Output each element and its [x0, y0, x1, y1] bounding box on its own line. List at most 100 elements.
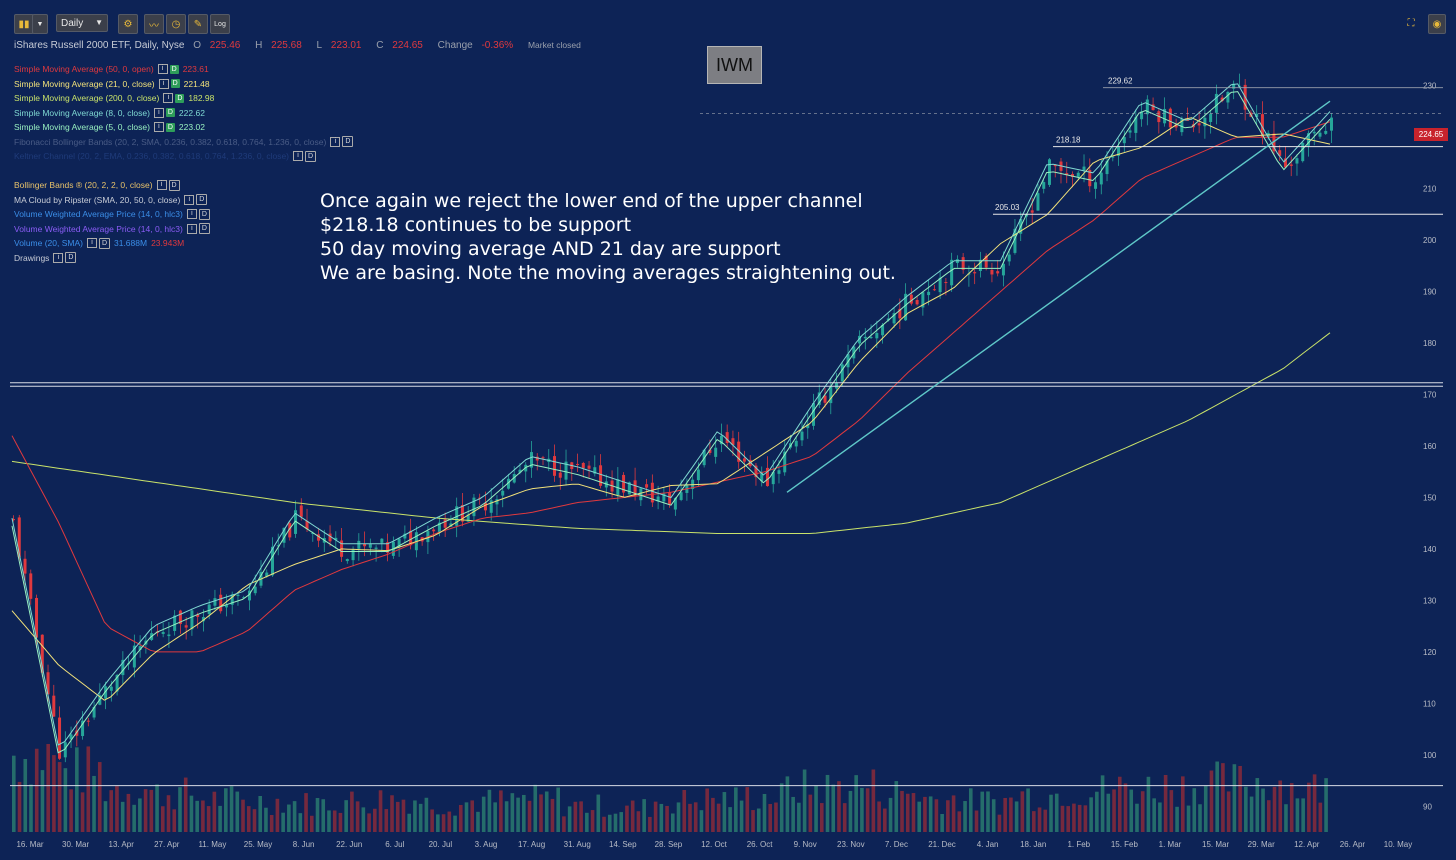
volume-bar [103, 801, 108, 832]
change-value: -0.36% [481, 40, 514, 51]
candle-body [432, 529, 436, 532]
legend-row[interactable]: Simple Moving Average (8, 0, close) i D 222… [14, 106, 353, 121]
volume-bar [539, 794, 543, 832]
volume-bar [57, 762, 62, 832]
x-axis-tick-label: 9. Nov [794, 840, 817, 849]
volume-bar [1215, 761, 1219, 832]
drawing-button[interactable]: ✎ [188, 14, 208, 34]
candle-body [714, 447, 718, 457]
legend-row[interactable]: Simple Moving Average (21, 0, close) i D 22… [14, 77, 353, 92]
legend-value: 223.61 [182, 64, 209, 74]
chart-type-button[interactable]: ▮▮ [14, 14, 34, 34]
volume-bar [980, 791, 985, 832]
info-icon[interactable]: i [186, 223, 197, 234]
info-icon[interactable]: i [153, 122, 164, 133]
volume-bar [728, 807, 732, 832]
candle-body [581, 462, 585, 469]
volume-bar [1186, 805, 1191, 832]
legend-row[interactable]: Simple Moving Average (200, 0, close) i D 1… [14, 91, 353, 106]
legend-row[interactable]: Drawings i D [14, 251, 353, 266]
y-axis-tick-label: 110 [1423, 699, 1436, 708]
interval-dropdown[interactable]: Daily ▼ [56, 14, 108, 32]
candle-body [1260, 114, 1264, 137]
volume-bar [791, 796, 795, 832]
legend-value: 182.98 [188, 93, 215, 103]
info-icon[interactable]: i [158, 78, 169, 89]
volume-bar [688, 803, 692, 832]
indicators-button[interactable]: 〰 [144, 14, 164, 34]
legend-row[interactable]: Simple Moving Average (5, 0, close) i D 223… [14, 120, 353, 135]
settings-button[interactable]: ⚙ [118, 14, 138, 34]
high-label: H [255, 40, 263, 51]
volume-bar [63, 768, 68, 832]
legend-row[interactable]: Volume Weighted Average Price (14, 0, hl… [14, 222, 353, 237]
symbol-title: iShares Russell 2000 ETF, Daily, Nyse [14, 40, 185, 51]
volume-bar [762, 793, 767, 832]
volume-bar [705, 788, 709, 832]
x-axis-tick-label: 17. Aug [518, 840, 545, 849]
candle-body [852, 346, 856, 359]
candle-body [794, 440, 798, 447]
chart-type-dropdown[interactable]: ▼ [32, 14, 48, 34]
candle-body [777, 470, 781, 474]
volume-bar [1284, 804, 1288, 832]
candle-body [501, 490, 505, 496]
candle-body [829, 386, 833, 404]
candle-body [1007, 254, 1011, 262]
candle-body [1122, 137, 1126, 144]
legend-row[interactable]: MA Cloud by Ripster (SMA, 20, 50, 0, clo… [14, 193, 353, 208]
legend-label: Drawings [14, 252, 50, 263]
legend-row[interactable] [14, 164, 353, 179]
info-icon[interactable]: i [163, 93, 174, 104]
volume-bar [149, 789, 154, 832]
candle-body [673, 497, 677, 510]
info-icon[interactable]: i [184, 194, 195, 205]
volume-bar [470, 800, 475, 832]
candle-body [806, 424, 810, 429]
legend-row[interactable]: Volume (20, SMA) i D 31.688M 23.943M [14, 236, 353, 251]
snapshot-button[interactable]: ◉ [1428, 14, 1446, 34]
legend-row[interactable]: Bollinger Bands ® (20, 2, 2, 0, close) i D [14, 178, 353, 193]
interval-badge: D [169, 64, 179, 74]
info-icon[interactable]: i [86, 238, 97, 249]
time-button[interactable]: ◷ [166, 14, 186, 34]
fullscreen-button[interactable]: ⛶ [1404, 14, 1418, 32]
x-axis-tick-label: 12. Apr [1294, 840, 1320, 849]
close-label: C [376, 40, 384, 51]
volume-bar [1278, 780, 1283, 832]
fullscreen-icon: ⛶ [1407, 17, 1415, 29]
candle-body [58, 717, 62, 759]
info-icon[interactable]: i [186, 209, 197, 220]
info-icon[interactable]: i [330, 136, 341, 147]
volume-bar [946, 800, 950, 832]
x-axis-tick-label: 23. Nov [837, 840, 865, 849]
x-axis-tick-label: 28. Sep [655, 840, 683, 849]
volume-bar [1020, 791, 1025, 832]
volume-bar [613, 813, 618, 832]
x-axis-tick-label: 13. Apr [109, 840, 135, 849]
legend-row[interactable]: Simple Moving Average (50, 0, open) i D 223… [14, 62, 353, 77]
legend-row[interactable]: Keltner Channel (20, 2, EMA, 0.236, 0.38… [14, 149, 353, 164]
candle-body [771, 472, 775, 485]
volume-bar [562, 816, 566, 832]
info-icon[interactable]: i [153, 107, 164, 118]
volume-bar [499, 790, 503, 832]
info-icon[interactable]: i [157, 64, 168, 75]
legend-row[interactable]: Fibonacci Bollinger Bands (20, 2, SMA, 0… [14, 135, 354, 150]
info-icon[interactable]: i [293, 151, 304, 162]
volume-bar [201, 800, 205, 832]
candle-body [1013, 228, 1017, 253]
legend-value: 223.02 [178, 122, 205, 132]
candle-body [167, 634, 171, 637]
info-icon[interactable]: i [156, 180, 167, 191]
log-scale-button[interactable]: Log [210, 14, 230, 34]
candle-body [1278, 150, 1282, 156]
info-icon[interactable]: i [53, 252, 64, 263]
candle-body [1053, 164, 1057, 167]
candle-body [725, 432, 729, 444]
candle-body [783, 451, 787, 473]
legend-row[interactable]: Volume Weighted Average Price (14, 0, hl… [14, 207, 353, 222]
volume-bar [1255, 778, 1260, 832]
